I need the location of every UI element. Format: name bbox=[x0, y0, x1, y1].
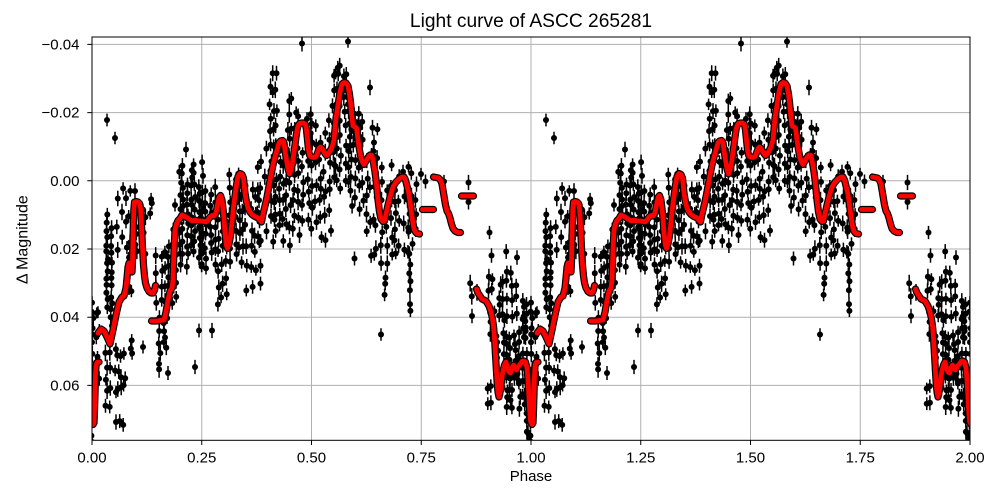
svg-text:1.00: 1.00 bbox=[516, 450, 545, 467]
svg-text:0.04: 0.04 bbox=[50, 309, 79, 326]
svg-text:0.25: 0.25 bbox=[187, 450, 216, 467]
svg-text:1.50: 1.50 bbox=[736, 450, 765, 467]
svg-text:Δ Magnitude: Δ Magnitude bbox=[15, 195, 32, 284]
svg-text:1.25: 1.25 bbox=[626, 450, 655, 467]
svg-text:0.02: 0.02 bbox=[50, 241, 79, 258]
svg-text:1.75: 1.75 bbox=[846, 450, 875, 467]
svg-text:0.00: 0.00 bbox=[77, 450, 106, 467]
svg-text:0.06: 0.06 bbox=[50, 377, 79, 394]
svg-text:Light curve of ASCC 265281: Light curve of ASCC 265281 bbox=[410, 11, 652, 32]
svg-text:0.00: 0.00 bbox=[50, 173, 79, 190]
svg-text:0.75: 0.75 bbox=[407, 450, 436, 467]
svg-text:0.50: 0.50 bbox=[297, 450, 326, 467]
svg-text:−0.02: −0.02 bbox=[42, 105, 80, 122]
svg-text:Phase: Phase bbox=[510, 468, 553, 485]
svg-text:−0.04: −0.04 bbox=[42, 36, 80, 53]
svg-text:2.00: 2.00 bbox=[955, 450, 984, 467]
